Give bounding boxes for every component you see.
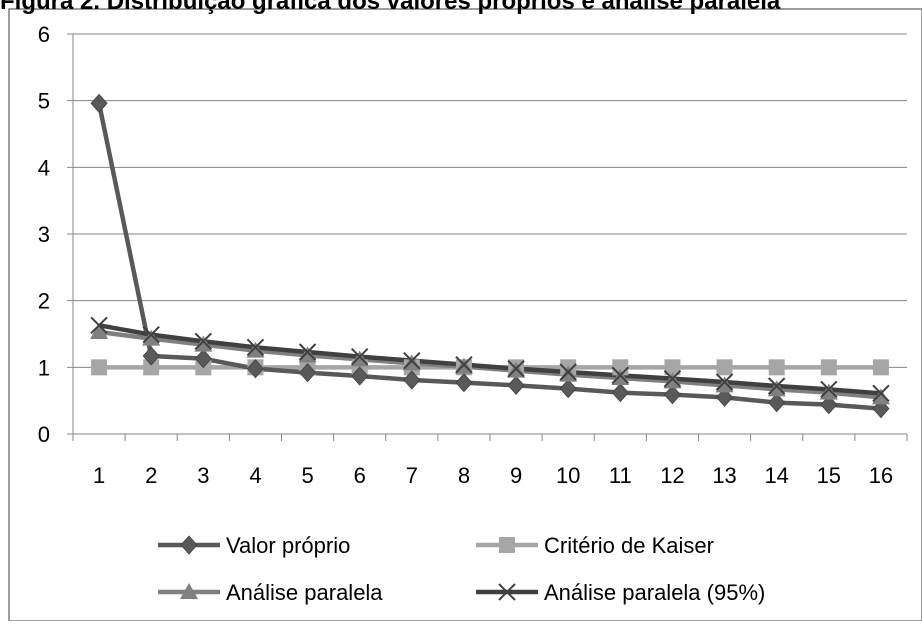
data-point-s2 [820,359,837,376]
legend-marker-1 [180,535,198,555]
chart-title: Figura 2. Distribuição gráfica dos valor… [0,0,781,14]
data-point-s3 [767,380,786,397]
x-tick-label: 15 [817,463,841,488]
y-tick-label: 0 [38,422,50,447]
data-point-s4 [611,366,630,385]
data-point-s2 [143,359,160,376]
data-point-s3 [246,341,265,358]
data-point-s1 [559,379,577,399]
data-point-s4 [872,384,890,403]
x-tick-label: 5 [301,463,313,488]
data-point-s1 [768,393,786,413]
data-point-s3 [871,388,890,405]
data-point-s1 [299,363,317,383]
legend-label-1: Valor próprio [226,533,350,558]
data-point-s1 [194,349,212,369]
data-point-s1 [90,93,108,113]
data-point-s4 [663,369,682,388]
x-tick-label: 10 [556,463,580,488]
data-point-s4 [820,380,838,399]
legend-marker-3 [180,583,198,599]
x-tick-label: 9 [510,463,522,488]
data-point-s3 [715,376,734,393]
data-point-s1 [351,366,369,386]
data-point-s4 [715,373,734,391]
data-point-s1 [716,387,734,407]
x-tick-label: 3 [197,463,209,488]
data-point-s1 [820,395,838,415]
y-tick-label: 3 [38,222,50,247]
series-line-4 [98,323,882,396]
x-tick-label: 1 [93,463,105,488]
data-point-s2 [872,359,889,376]
y-tick-label: 6 [38,22,50,47]
data-point-s4 [142,325,160,344]
y-tick-label: 1 [38,355,50,380]
data-point-s2 [716,359,733,376]
data-point-s2 [91,359,108,376]
y-tick-label: 5 [38,89,50,114]
data-point-s4 [246,338,265,357]
data-point-s3 [142,329,161,346]
data-point-s2 [768,359,785,376]
data-point-s3 [90,323,109,339]
x-tick-label: 11 [609,463,632,488]
data-point-s4 [767,377,786,395]
data-point-s4 [298,343,317,361]
data-point-s4 [455,355,473,374]
data-point-s1 [611,383,629,403]
data-point-s3 [194,335,213,352]
x-tick-label: 6 [354,463,366,488]
data-point-s1 [246,359,264,379]
data-point-s1 [142,346,160,366]
data-point-s1 [455,373,473,393]
legend-label-2: Critério de Kaiser [544,533,714,558]
data-point-s4 [507,359,525,378]
x-tick-label: 13 [712,463,736,488]
legend-marker-4 [498,583,516,601]
x-tick-label: 12 [660,463,684,488]
y-tick-label: 4 [38,155,50,180]
data-point-s4 [350,347,369,366]
data-point-s1 [663,385,681,405]
legend-label-4: Análise paralela (95%) [544,580,765,605]
data-point-s3 [298,346,317,363]
x-tick-label: 16 [869,463,893,488]
x-tick-label: 8 [458,463,470,488]
data-point-s4 [403,351,421,370]
series-line-1 [96,102,882,411]
data-point-s1 [507,375,525,395]
data-point-s4 [559,363,577,381]
data-point-s1 [403,370,421,390]
data-point-s2 [664,359,681,376]
data-point-s3 [819,383,838,400]
legend-label-3: Análise paralela [226,580,383,605]
data-point-s4 [194,332,213,351]
x-tick-label: 4 [249,463,261,488]
legend-marker-2 [499,537,515,553]
data-point-s4 [90,316,108,335]
x-tick-label: 2 [145,463,157,488]
y-tick-label: 2 [38,289,50,314]
x-tick-label: 14 [764,463,788,488]
x-tick-label: 7 [406,463,418,488]
